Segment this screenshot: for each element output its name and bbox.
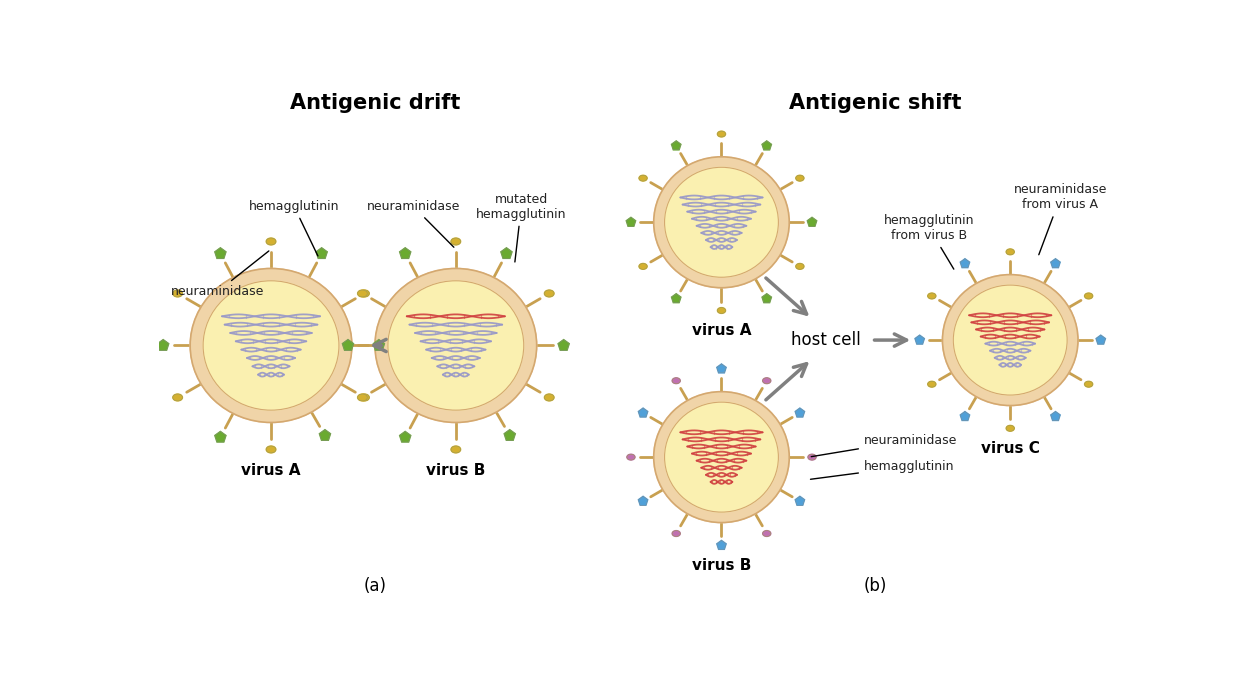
Ellipse shape [796, 264, 804, 269]
Polygon shape [342, 340, 354, 351]
Text: (a): (a) [364, 578, 386, 595]
Polygon shape [319, 430, 330, 440]
Ellipse shape [545, 394, 554, 401]
Polygon shape [671, 294, 681, 302]
Ellipse shape [928, 381, 936, 387]
Ellipse shape [1085, 293, 1092, 299]
Polygon shape [960, 412, 970, 420]
Ellipse shape [266, 238, 276, 245]
Ellipse shape [718, 308, 725, 313]
Ellipse shape [639, 175, 648, 181]
Ellipse shape [762, 531, 771, 536]
Polygon shape [158, 340, 169, 351]
Polygon shape [808, 218, 816, 226]
Ellipse shape [360, 394, 369, 401]
Text: neuraminidase
from virus A: neuraminidase from virus A [1014, 184, 1108, 255]
Polygon shape [639, 496, 648, 505]
Text: mutated
hemagglutinin: mutated hemagglutinin [476, 193, 566, 262]
Polygon shape [716, 540, 726, 549]
Polygon shape [1096, 335, 1105, 344]
Ellipse shape [357, 290, 367, 297]
Ellipse shape [1085, 381, 1092, 387]
Polygon shape [400, 247, 411, 258]
Ellipse shape [762, 378, 771, 384]
Polygon shape [1051, 412, 1060, 420]
Ellipse shape [190, 268, 352, 422]
Polygon shape [1051, 259, 1060, 268]
Polygon shape [671, 141, 681, 150]
Ellipse shape [639, 264, 648, 269]
Polygon shape [795, 408, 805, 417]
Text: Antigenic shift: Antigenic shift [789, 93, 961, 113]
Ellipse shape [808, 454, 816, 460]
Ellipse shape [173, 394, 182, 401]
Polygon shape [626, 218, 636, 226]
Polygon shape [504, 430, 515, 440]
Text: virus A: virus A [691, 323, 751, 338]
Ellipse shape [357, 394, 367, 401]
Ellipse shape [928, 293, 936, 299]
Ellipse shape [796, 175, 804, 181]
Text: virus C: virus C [981, 441, 1040, 456]
Ellipse shape [202, 281, 339, 410]
Ellipse shape [375, 268, 536, 422]
Text: neuraminidase: neuraminidase [366, 200, 460, 247]
Ellipse shape [672, 531, 680, 536]
Ellipse shape [954, 285, 1068, 395]
Text: Antigenic drift: Antigenic drift [290, 93, 460, 113]
Ellipse shape [173, 290, 182, 297]
Polygon shape [639, 408, 648, 417]
Text: hemagglutinin: hemagglutinin [249, 200, 340, 256]
Text: hemagglutinin
from virus B: hemagglutinin from virus B [884, 214, 975, 269]
Text: (b): (b) [864, 578, 887, 595]
Ellipse shape [545, 290, 554, 297]
Ellipse shape [654, 157, 789, 287]
Text: neuraminidase: neuraminidase [811, 434, 958, 457]
Text: virus A: virus A [241, 462, 301, 477]
Ellipse shape [672, 378, 680, 384]
Ellipse shape [718, 131, 725, 137]
Text: virus B: virus B [691, 558, 751, 573]
Ellipse shape [665, 402, 779, 512]
Polygon shape [501, 247, 512, 258]
Polygon shape [215, 431, 226, 442]
Ellipse shape [360, 290, 369, 297]
Polygon shape [762, 141, 771, 150]
Polygon shape [762, 294, 771, 302]
Ellipse shape [665, 167, 779, 277]
Polygon shape [915, 335, 925, 344]
Ellipse shape [451, 238, 461, 245]
Polygon shape [215, 247, 226, 258]
Text: neuraminidase: neuraminidase [171, 251, 269, 298]
Ellipse shape [266, 446, 276, 453]
Polygon shape [558, 340, 569, 351]
Ellipse shape [1006, 249, 1014, 255]
Ellipse shape [654, 392, 789, 523]
Ellipse shape [1006, 425, 1014, 431]
Text: hemagglutinin: hemagglutinin [810, 460, 955, 479]
Polygon shape [400, 431, 411, 442]
Polygon shape [716, 364, 726, 373]
Text: host cell: host cell [790, 331, 860, 349]
Polygon shape [316, 247, 328, 258]
Ellipse shape [388, 281, 524, 410]
Ellipse shape [626, 454, 635, 460]
Ellipse shape [942, 275, 1078, 405]
Polygon shape [960, 259, 970, 268]
Polygon shape [374, 340, 385, 351]
Text: virus B: virus B [426, 462, 485, 477]
Ellipse shape [451, 446, 461, 453]
Polygon shape [795, 496, 805, 505]
